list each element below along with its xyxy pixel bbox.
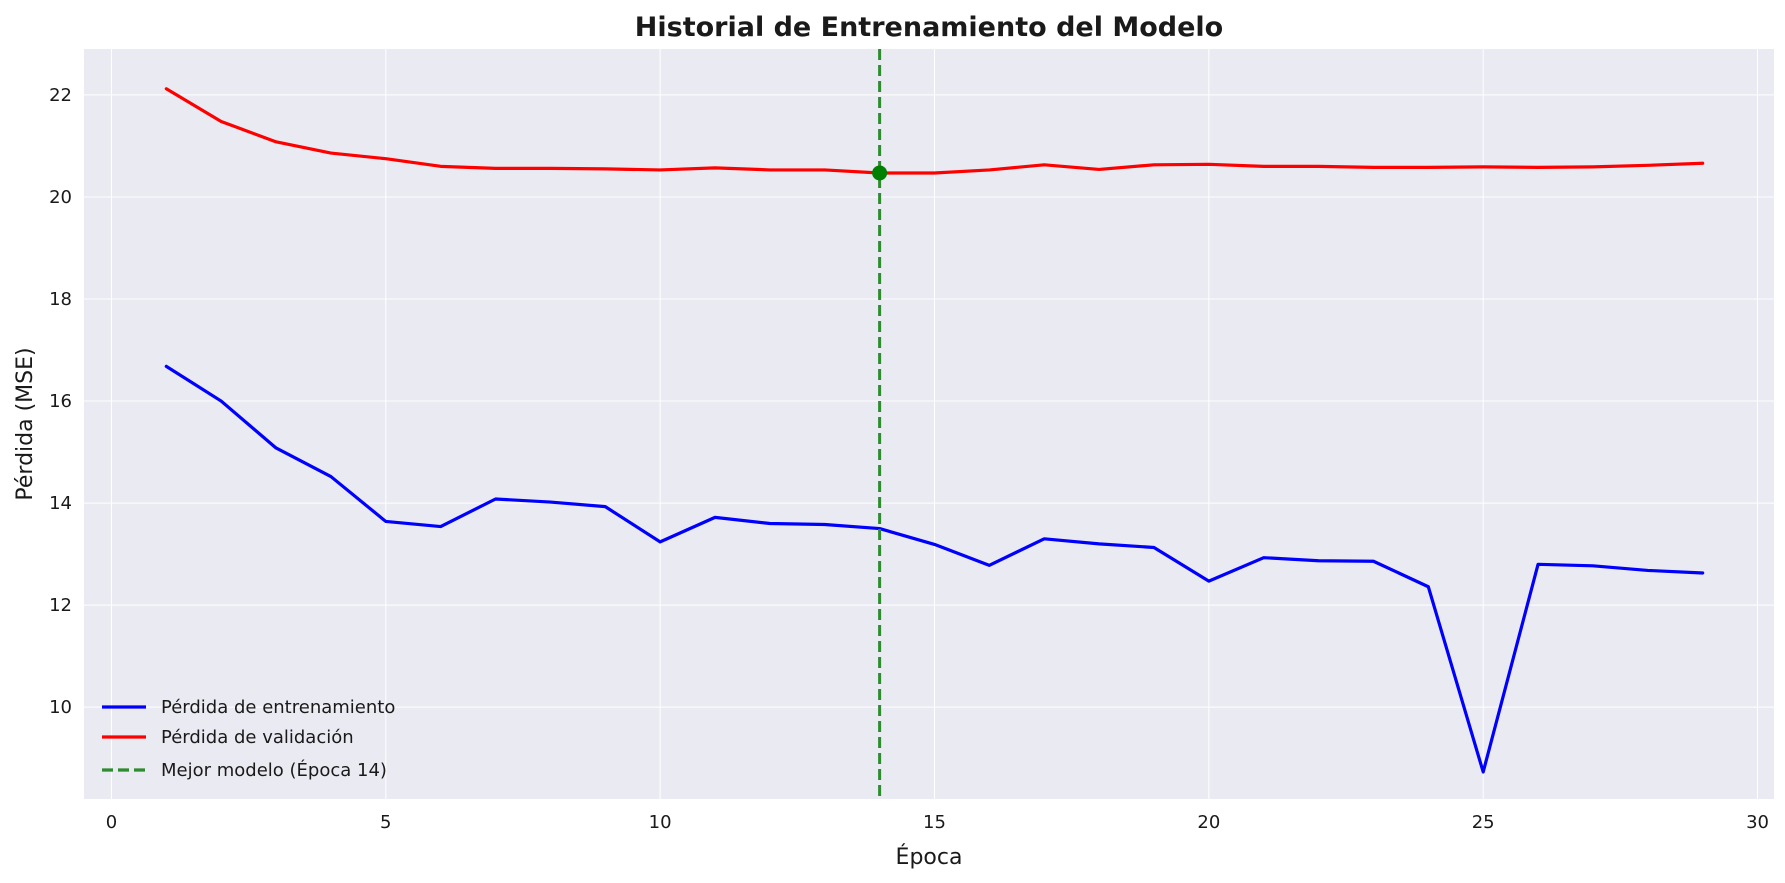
x-tick-label: 20	[1197, 812, 1220, 833]
x-tick-label: 30	[1746, 812, 1769, 833]
x-axis-label: Época	[896, 844, 963, 870]
legend-item-best-model: Mejor modelo (Época 14)	[102, 759, 387, 781]
y-axis-ticks: 10 12 14 16 18 20 22	[49, 85, 72, 718]
plot-area	[84, 49, 1774, 799]
legend-label: Pérdida de entrenamiento	[161, 697, 395, 718]
y-axis-label: Pérdida (MSE)	[13, 347, 38, 500]
y-tick-label: 14	[49, 493, 72, 514]
legend-item-validation: Pérdida de validación	[102, 727, 354, 748]
grid-lines	[84, 49, 1774, 799]
x-tick-label: 10	[649, 812, 672, 833]
validation-loss-line	[164, 87, 1705, 175]
training-loss-line	[164, 364, 1705, 774]
y-tick-label: 20	[49, 187, 72, 208]
y-tick-label: 22	[49, 85, 72, 106]
x-tick-label: 25	[1472, 812, 1495, 833]
legend-label: Mejor modelo (Época 14)	[161, 759, 387, 781]
x-tick-label: 0	[106, 812, 117, 833]
x-tick-label: 5	[380, 812, 391, 833]
legend: Pérdida de entrenamiento Pérdida de valid…	[102, 697, 395, 781]
y-tick-label: 10	[49, 697, 72, 718]
series-lines	[164, 87, 1705, 774]
legend-label: Pérdida de validación	[161, 727, 354, 748]
x-tick-label: 15	[923, 812, 946, 833]
x-axis-ticks: 0 5 10 15 20 25 30	[106, 812, 1769, 833]
y-tick-label: 12	[49, 595, 72, 616]
legend-item-training: Pérdida de entrenamiento	[102, 697, 395, 718]
y-tick-label: 18	[49, 289, 72, 310]
chart-title: Historial de Entrenamiento del Modelo	[635, 12, 1223, 43]
best-model-marker	[872, 165, 888, 181]
y-tick-label: 16	[49, 391, 72, 412]
